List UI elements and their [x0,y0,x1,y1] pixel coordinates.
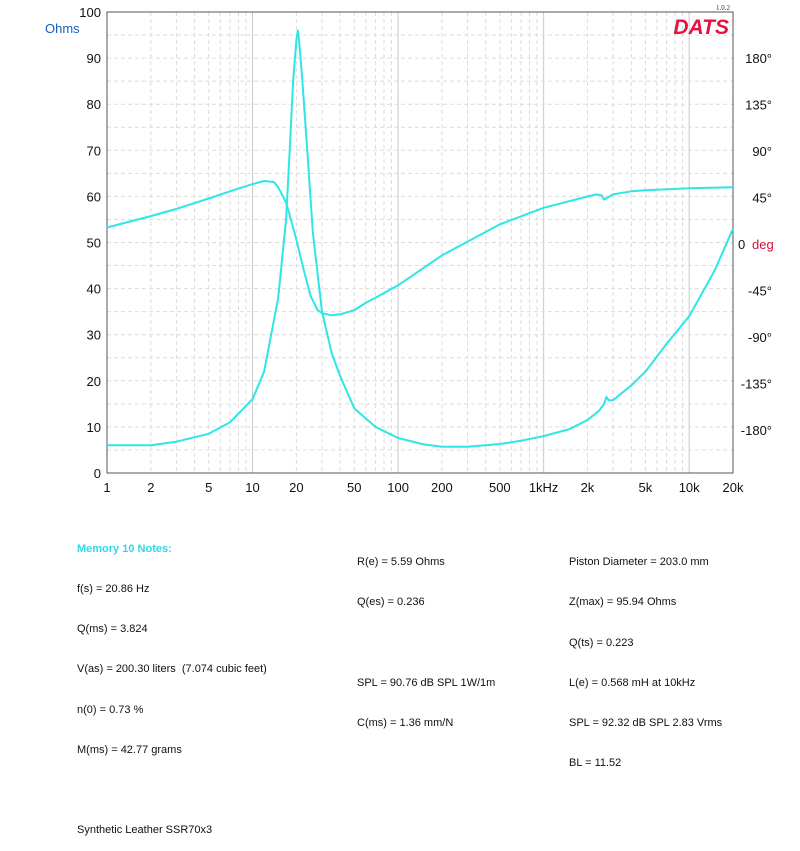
x-tick-label: 200 [431,480,453,495]
y-tick-label: 70 [87,143,101,158]
phase-tick-label: -180° [741,423,772,438]
y-tick-label: 20 [87,374,101,389]
y-tick-label: 0 [94,466,101,481]
notes-column-2: R(e) = 5.59 Ohms Q(es) = 0.236 SPL = 90.… [357,529,495,743]
x-tick-label: 2k [581,480,595,495]
phase-tick-label: -135° [741,377,772,392]
phase-tick-label: 180° [745,51,772,66]
plot-frame [106,11,734,474]
x-tick-label: 10k [679,480,700,495]
note-zmax: Z(max) = 95.94 Ohms [569,596,677,609]
x-tick-label: 5 [205,480,212,495]
phase-tick-label: -45° [748,284,772,299]
note-le: L(e) = 0.568 mH at 10kHz [569,676,696,689]
left-axis-label: Ohms [45,21,80,36]
phase-tick-label: 45° [752,191,772,206]
y-tick-label: 30 [87,328,101,343]
notes-title: Memory 10 Notes: [77,542,172,555]
y-tick-label: 100 [79,5,101,20]
version-label: 1.0.2 [716,4,731,12]
impedance-phase-chart: 0 10 20 30 40 50 60 70 80 90 100 1 2 5 10 20 50 100 200 500… [45,4,774,495]
x-tick-label: 1kHz [529,480,559,495]
y-tick-label: 90 [87,51,101,66]
y-tick-label: 80 [87,97,101,112]
dats-logo: DATS [673,16,729,39]
note-fs: f(s) = 20.86 Hz [77,583,150,596]
note-qts: Q(ts) = 0.223 [569,636,634,649]
note-spl-1w: SPL = 90.76 dB SPL 1W/1m [357,676,496,689]
speaker-name: Synthetic Leather SSR70x3 [77,824,213,837]
note-qes: Q(es) = 0.236 [357,596,425,609]
x-tick-label: 500 [489,480,511,495]
note-piston-diameter: Piston Diameter = 203.0 mm [569,556,709,569]
x-tick-label: 2 [147,480,154,495]
phase-tick-label: 0 [738,237,745,252]
phase-tick-label: 135° [745,98,772,113]
note-n0: n(0) = 0.73 % [77,703,144,716]
note-spl-283: SPL = 92.32 dB SPL 2.83 Vrms [569,717,723,730]
phase-tick-label: -90° [748,330,772,345]
note-qms: Q(ms) = 3.824 [77,623,148,636]
x-tick-label: 20 [289,480,303,495]
x-tick-label: 100 [387,480,409,495]
note-cms: C(ms) = 1.36 mm/N [357,717,454,730]
notes-column-1: Memory 10 Notes: f(s) = 20.86 Hz Q(ms) =… [77,516,267,851]
x-tick-label: 20k [723,480,744,495]
impedance-curve [107,29,734,448]
note-bl: BL = 11.52 [569,757,622,770]
phase-curve [106,180,734,317]
y-tick-label: 60 [87,189,101,204]
note-re: R(e) = 5.59 Ohms [357,556,445,569]
note-vas: V(as) = 200.30 liters (7.074 cubic feet) [77,663,267,676]
y-tick-label: 10 [87,420,101,435]
right-axis-label: deg [752,237,774,252]
x-tick-label: 10 [245,480,259,495]
x-tick-label: 50 [347,480,361,495]
x-tick-label: 1 [103,480,110,495]
note-mms: M(ms) = 42.77 grams [77,743,182,756]
y-tick-label: 50 [87,236,101,251]
phase-tick-label: 90° [752,144,772,159]
x-tick-label: 5k [639,480,653,495]
notes-column-3: Piston Diameter = 203.0 mm Z(max) = 95.9… [569,529,722,784]
y-tick-label: 40 [87,282,101,297]
